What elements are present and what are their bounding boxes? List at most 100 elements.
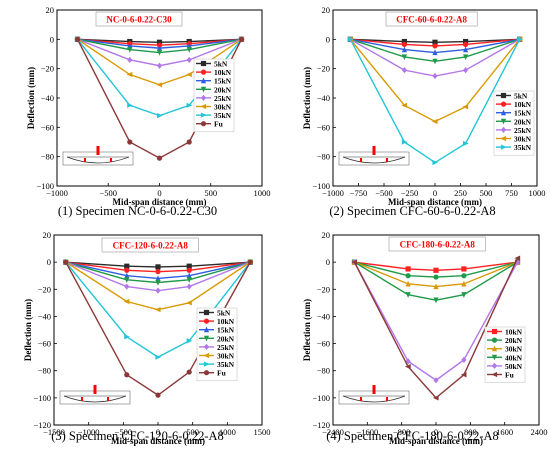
legend-box — [493, 90, 535, 156]
y-tick-label: −80 — [317, 152, 330, 162]
y-tick-label: −80 — [317, 366, 330, 376]
y-tick-label: 0 — [50, 34, 54, 44]
data-point — [431, 118, 438, 125]
beam-sketch — [338, 146, 410, 166]
legend-box — [193, 58, 235, 133]
y-tick-label: −60 — [317, 122, 330, 132]
data-point — [433, 297, 439, 304]
chart-title: CFC-60-6-0.22-A8 — [385, 11, 478, 27]
legend-box — [484, 326, 526, 383]
data-point — [127, 102, 133, 108]
legend-box — [196, 307, 238, 382]
y-tick-label: −40 — [38, 311, 51, 321]
data-point — [461, 273, 467, 279]
legend-marker — [203, 352, 210, 359]
data-point — [463, 41, 469, 48]
x-axis-label: Mid-span distance (mm) — [111, 436, 205, 446]
data-point — [517, 36, 523, 42]
chart-title: NC-0-6-0.22-C30 — [95, 11, 183, 27]
data-point — [186, 102, 193, 108]
data-point — [347, 36, 354, 42]
legend-label: 50kN — [505, 362, 523, 371]
data-point — [154, 307, 161, 313]
y-tick-label: −80 — [41, 152, 54, 162]
data-point — [433, 377, 439, 384]
sketch-gauge-mark — [107, 397, 109, 401]
series-35kN — [347, 36, 523, 166]
data-point — [463, 46, 469, 53]
data-point — [405, 266, 411, 272]
data-point — [432, 58, 438, 65]
legend-label: Fu — [505, 371, 514, 380]
x-tick-label: 0 — [434, 427, 438, 437]
y-tick-label: 0 — [326, 34, 330, 44]
legend-label: 30kN — [514, 135, 532, 144]
y-tick-label: −100 — [312, 393, 330, 403]
legend-label: 5kN — [514, 92, 528, 101]
x-tick-label: −800 — [393, 427, 411, 437]
data-point — [126, 71, 133, 78]
legend-label: 10kN — [514, 100, 532, 109]
data-point — [186, 369, 192, 375]
legend-label: 10kN — [505, 328, 523, 337]
legend-label: 20kN — [217, 334, 235, 343]
sketch-load-mark — [93, 385, 97, 394]
chart-title-text: CFC-120-6-0.22-A8 — [113, 241, 189, 251]
legend-label: 20kN — [505, 336, 523, 345]
data-point — [186, 267, 192, 273]
x-tick-label: 0 — [433, 188, 437, 198]
legend-label: Fu — [214, 120, 223, 129]
legend-marker — [200, 86, 207, 93]
legend-marker — [491, 362, 498, 369]
data-point — [186, 47, 192, 53]
x-axis-label: Mid-span distance (mm) — [389, 436, 483, 446]
series-25kN — [74, 36, 245, 69]
y-tick-label: −100 — [33, 393, 51, 403]
x-tick-label: −2400 — [322, 427, 344, 437]
series-30kN — [351, 259, 521, 290]
legend-label: 25kN — [217, 343, 235, 352]
chart-title-box — [101, 237, 199, 253]
data-point — [401, 102, 407, 108]
x-tick-label: −1000 — [78, 427, 100, 437]
x-tick-label: −1500 — [43, 427, 65, 437]
legend-label: 35kN — [514, 143, 532, 152]
data-point — [156, 62, 163, 69]
legend-marker — [500, 118, 507, 125]
data-point — [156, 45, 163, 51]
sketch-gauge-mark — [360, 158, 362, 162]
chart-title: CFC-120-6-0.22-A8 — [101, 237, 199, 253]
x-tick-label: 0 — [157, 188, 161, 198]
legend-label: 20kN — [514, 117, 532, 126]
sketch-gauge-mark — [386, 158, 388, 162]
legend-marker — [491, 337, 498, 343]
legend-marker — [500, 135, 507, 142]
data-point — [432, 159, 439, 166]
data-point — [124, 272, 130, 279]
beam-sketch — [338, 385, 410, 405]
data-point — [127, 139, 133, 145]
legend-marker — [200, 60, 207, 67]
data-point — [124, 277, 130, 283]
chart-1: −1000 −500 0 500 1000 −100 −80 −60 −40 −20 0 20 Mid-… — [26, 5, 271, 207]
data-point — [405, 292, 411, 298]
legend-marker — [200, 103, 207, 110]
sketch-load-mark — [372, 385, 376, 394]
data-point — [155, 287, 161, 294]
x-tick-label: −250 — [401, 188, 419, 198]
chart-title-box — [388, 236, 486, 252]
data-point — [461, 280, 467, 287]
legend-marker — [200, 94, 207, 101]
data-point — [432, 395, 439, 401]
y-axis-label: Deflection (mm) — [302, 299, 312, 361]
legend-label: 40kN — [505, 353, 523, 362]
legend-marker — [200, 112, 207, 118]
data-point — [463, 38, 469, 45]
y-tick-label: −120 — [33, 420, 51, 430]
data-point — [432, 49, 438, 56]
legend-marker — [500, 101, 507, 107]
data-point — [123, 298, 130, 305]
y-tick-label: −100 — [312, 181, 330, 191]
